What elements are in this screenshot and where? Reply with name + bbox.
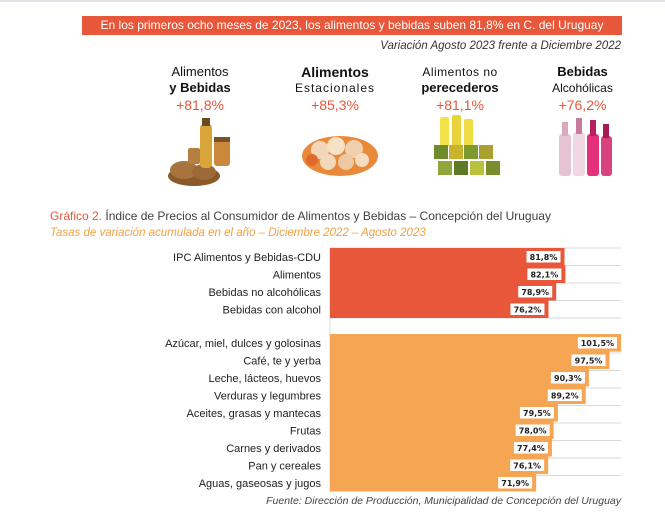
- category-label-line1: Alimentos: [171, 64, 229, 79]
- value-label-bg: [527, 268, 562, 280]
- bar: [330, 421, 554, 439]
- bar: [330, 386, 586, 404]
- groceries-image: [168, 118, 230, 186]
- category-label: Aceites, grasas y mantecas: [186, 408, 321, 420]
- value-label-bg: [498, 477, 533, 489]
- value-label-bg: [526, 251, 561, 263]
- bar: [330, 265, 566, 283]
- chart-title-text: Índice de Precios al Consumidor de Alime…: [102, 209, 551, 223]
- category-label: Aguas, gaseosas y jugos: [199, 478, 322, 490]
- bar: [330, 248, 565, 266]
- value-label-bg: [547, 389, 582, 401]
- value-label: 76,1%: [513, 461, 541, 470]
- bar: [330, 456, 549, 474]
- value-label-bg: [550, 372, 585, 384]
- value-label-bg: [519, 407, 554, 419]
- bar: [330, 439, 552, 457]
- bar: [330, 334, 621, 352]
- value-label: 78,9%: [521, 288, 549, 297]
- category-label: Leche, lácteos, huevos: [208, 373, 321, 385]
- category-non-perishable: Alimentos no perecederos +81,1%: [410, 64, 510, 113]
- bar: [330, 351, 610, 369]
- value-label: 77,4%: [517, 444, 545, 453]
- category-label-line2: Estacionales: [294, 81, 376, 95]
- bar: [330, 369, 589, 387]
- value-label: 97,5%: [575, 356, 603, 365]
- value-label: 76,2%: [514, 305, 542, 314]
- seasonal-food-image: [302, 136, 378, 176]
- value-label: 81,8%: [530, 253, 558, 262]
- category-label: Frutas: [290, 425, 322, 437]
- category-seasonal-food: Alimentos Estacionales +85,3%: [285, 64, 385, 113]
- category-label: Bebidas con alcohol: [223, 304, 321, 316]
- category-label-line2: y Bebidas: [169, 80, 231, 95]
- bar: [330, 474, 537, 492]
- category-label: Verduras y legumbres: [214, 390, 321, 402]
- value-label-bg: [510, 303, 545, 315]
- category-pct: +76,2%: [558, 97, 607, 113]
- category-label-line1: Alimentos: [301, 64, 369, 80]
- value-label: 82,1%: [530, 270, 558, 279]
- value-label: 79,5%: [523, 409, 551, 418]
- category-label-line1: Alimentos no: [422, 65, 498, 79]
- category-label-line2: perecederos: [421, 80, 499, 95]
- chart-subtitle: Tasas de variación acumulada en el año –…: [50, 227, 426, 239]
- category-label-line2: Alcohólicas: [552, 81, 613, 95]
- category-label: IPC Alimentos y Bebidas-CDU: [173, 252, 321, 264]
- category-label: Pan y cereales: [248, 460, 321, 472]
- category-label-line1: Bebidas: [557, 64, 608, 79]
- chart-title-prefix: Gráfico 2.: [50, 209, 103, 223]
- category-pct: +85,3%: [311, 97, 359, 113]
- bar: [330, 404, 558, 422]
- category-label: Alimentos: [273, 269, 322, 281]
- category-pct: +81,1%: [436, 97, 484, 113]
- non-perishable-image: [434, 115, 500, 175]
- value-label-bg: [571, 354, 606, 366]
- value-label-bg: [515, 424, 550, 436]
- value-label: 101,5%: [581, 339, 614, 348]
- category-label: Azúcar, miel, dulces y golosinas: [165, 338, 321, 350]
- window-top-edge: [0, 0, 665, 2]
- category-alcoholic-drinks: Bebidas Alcohólicas +76,2%: [535, 64, 630, 113]
- category-food-and-drinks: Alimentos y Bebidas +81,8%: [160, 64, 240, 113]
- value-label-bg: [510, 459, 545, 471]
- value-label: 90,3%: [554, 374, 582, 383]
- source-note: Fuente: Dirección de Producción, Municip…: [266, 495, 621, 507]
- variation-subtitle: Variación Agosto 2023 frente a Diciembre…: [380, 40, 621, 52]
- category-label: Café, te y yerba: [243, 355, 322, 367]
- bar: [330, 283, 557, 301]
- bar: [330, 300, 549, 318]
- value-label: 89,2%: [551, 391, 579, 400]
- category-pct: +81,8%: [176, 97, 224, 113]
- value-label-bg: [577, 337, 617, 349]
- alcoholic-drinks-image: [559, 118, 612, 176]
- value-label: 78,0%: [519, 426, 547, 435]
- value-label-bg: [513, 442, 548, 454]
- chart-title: Gráfico 2. Índice de Precios al Consumid…: [50, 209, 551, 223]
- category-label: Bebidas no alcohólicas: [208, 287, 321, 299]
- headline-banner: En los primeros ocho meses de 2023, los …: [82, 16, 622, 35]
- value-label: 71,9%: [501, 479, 529, 488]
- value-label-bg: [518, 286, 553, 298]
- category-label: Carnes y derivados: [226, 443, 321, 455]
